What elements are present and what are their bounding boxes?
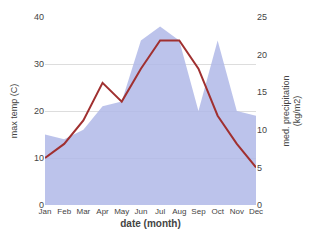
svg-text:15: 15 bbox=[257, 87, 267, 97]
svg-text:0: 0 bbox=[39, 200, 44, 210]
svg-text:Aug: Aug bbox=[172, 207, 186, 216]
svg-text:Sep: Sep bbox=[191, 207, 206, 216]
svg-text:Oct: Oct bbox=[211, 207, 224, 216]
svg-text:max temp (C): max temp (C) bbox=[9, 84, 19, 139]
svg-text:20: 20 bbox=[257, 50, 267, 60]
svg-text:Dec: Dec bbox=[249, 207, 263, 216]
svg-text:date (month): date (month) bbox=[120, 218, 181, 229]
svg-text:40: 40 bbox=[34, 12, 44, 22]
svg-text:10: 10 bbox=[34, 153, 44, 163]
svg-text:10: 10 bbox=[257, 125, 267, 135]
svg-text:Mar: Mar bbox=[76, 207, 90, 216]
svg-text:25: 25 bbox=[257, 12, 267, 22]
svg-text:Jan: Jan bbox=[39, 207, 52, 216]
svg-text:Jun: Jun bbox=[134, 207, 147, 216]
svg-text:5: 5 bbox=[257, 163, 262, 173]
svg-text:Nov: Nov bbox=[230, 207, 244, 216]
svg-text:30: 30 bbox=[34, 59, 44, 69]
svg-text:May: May bbox=[114, 207, 129, 216]
svg-text:Apr: Apr bbox=[96, 207, 109, 216]
svg-text:Feb: Feb bbox=[57, 207, 71, 216]
svg-text:med. precipitation(kg/m2): med. precipitation(kg/m2) bbox=[281, 75, 303, 146]
svg-text:0: 0 bbox=[257, 200, 262, 210]
svg-text:Jul: Jul bbox=[155, 207, 165, 216]
svg-text:20: 20 bbox=[34, 106, 44, 116]
